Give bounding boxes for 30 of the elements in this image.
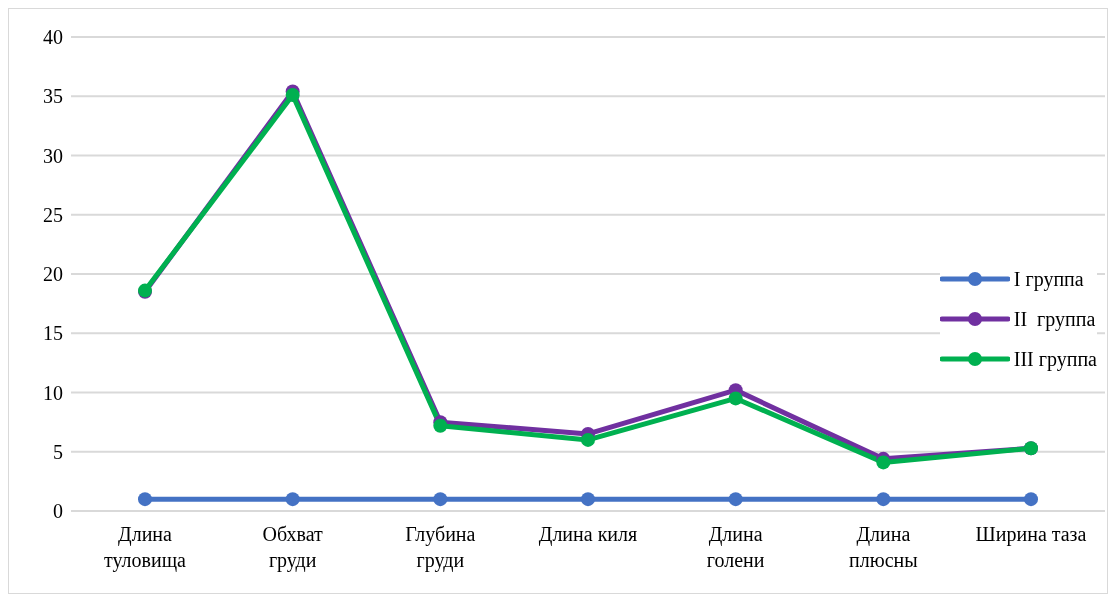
point [876, 492, 891, 507]
y-tick-label: 5 [53, 440, 63, 463]
y-tick-label: 40 [43, 26, 63, 49]
point [728, 492, 743, 507]
legend-label: II группа [1013, 307, 1096, 333]
y-tick-label: 20 [43, 263, 63, 286]
x-tick-label: Длина плюсны [849, 523, 918, 571]
x-tick-label: Длина киля [538, 523, 638, 546]
y-tick-label: 30 [43, 144, 63, 167]
point [138, 492, 152, 507]
point [285, 88, 300, 103]
point [876, 455, 891, 470]
x-tick-label: Длина туловища [103, 523, 187, 572]
x-tick-label: Глубина груди [405, 523, 476, 572]
point [581, 432, 595, 447]
point [433, 492, 448, 507]
point [581, 492, 595, 507]
y-tick-label: 10 [43, 381, 63, 404]
y-tick-label: 35 [43, 85, 63, 108]
legend-label: I группа [1013, 267, 1084, 293]
x-tick-label: Ширина таза [975, 523, 1087, 546]
y-tick-label: 25 [43, 203, 63, 226]
x-tick-label: Длина голени [706, 523, 765, 571]
y-tick-label: 15 [43, 322, 63, 345]
point [728, 391, 743, 406]
legend-label: III группа [1013, 347, 1097, 373]
y-tick-label: 0 [53, 500, 63, 523]
point [1024, 492, 1038, 507]
point [285, 492, 300, 507]
x-tick-label: Обхват груди [262, 523, 323, 572]
